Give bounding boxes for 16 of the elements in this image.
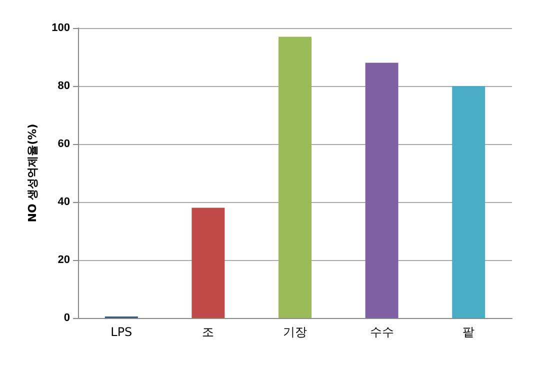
x-tick-label: 수수 bbox=[370, 325, 394, 339]
bar bbox=[452, 86, 486, 318]
y-tick-label: 60 bbox=[58, 138, 70, 150]
x-tick-label: LPS bbox=[110, 325, 132, 339]
y-tick-label: 80 bbox=[58, 80, 70, 92]
y-tick-label: 40 bbox=[58, 196, 70, 208]
y-tick-label: 100 bbox=[52, 22, 70, 34]
x-tick-label: 조 bbox=[202, 325, 214, 339]
x-tick-label: 팥 bbox=[462, 325, 475, 339]
bar bbox=[365, 62, 398, 318]
y-tick-label: 20 bbox=[58, 254, 70, 266]
y-axis-title: NO 생성억제율(%) bbox=[26, 124, 39, 222]
bar bbox=[278, 36, 312, 318]
x-tick-label: 기장 bbox=[283, 325, 307, 339]
bar bbox=[192, 208, 225, 318]
y-tick-label: 0 bbox=[64, 312, 70, 324]
